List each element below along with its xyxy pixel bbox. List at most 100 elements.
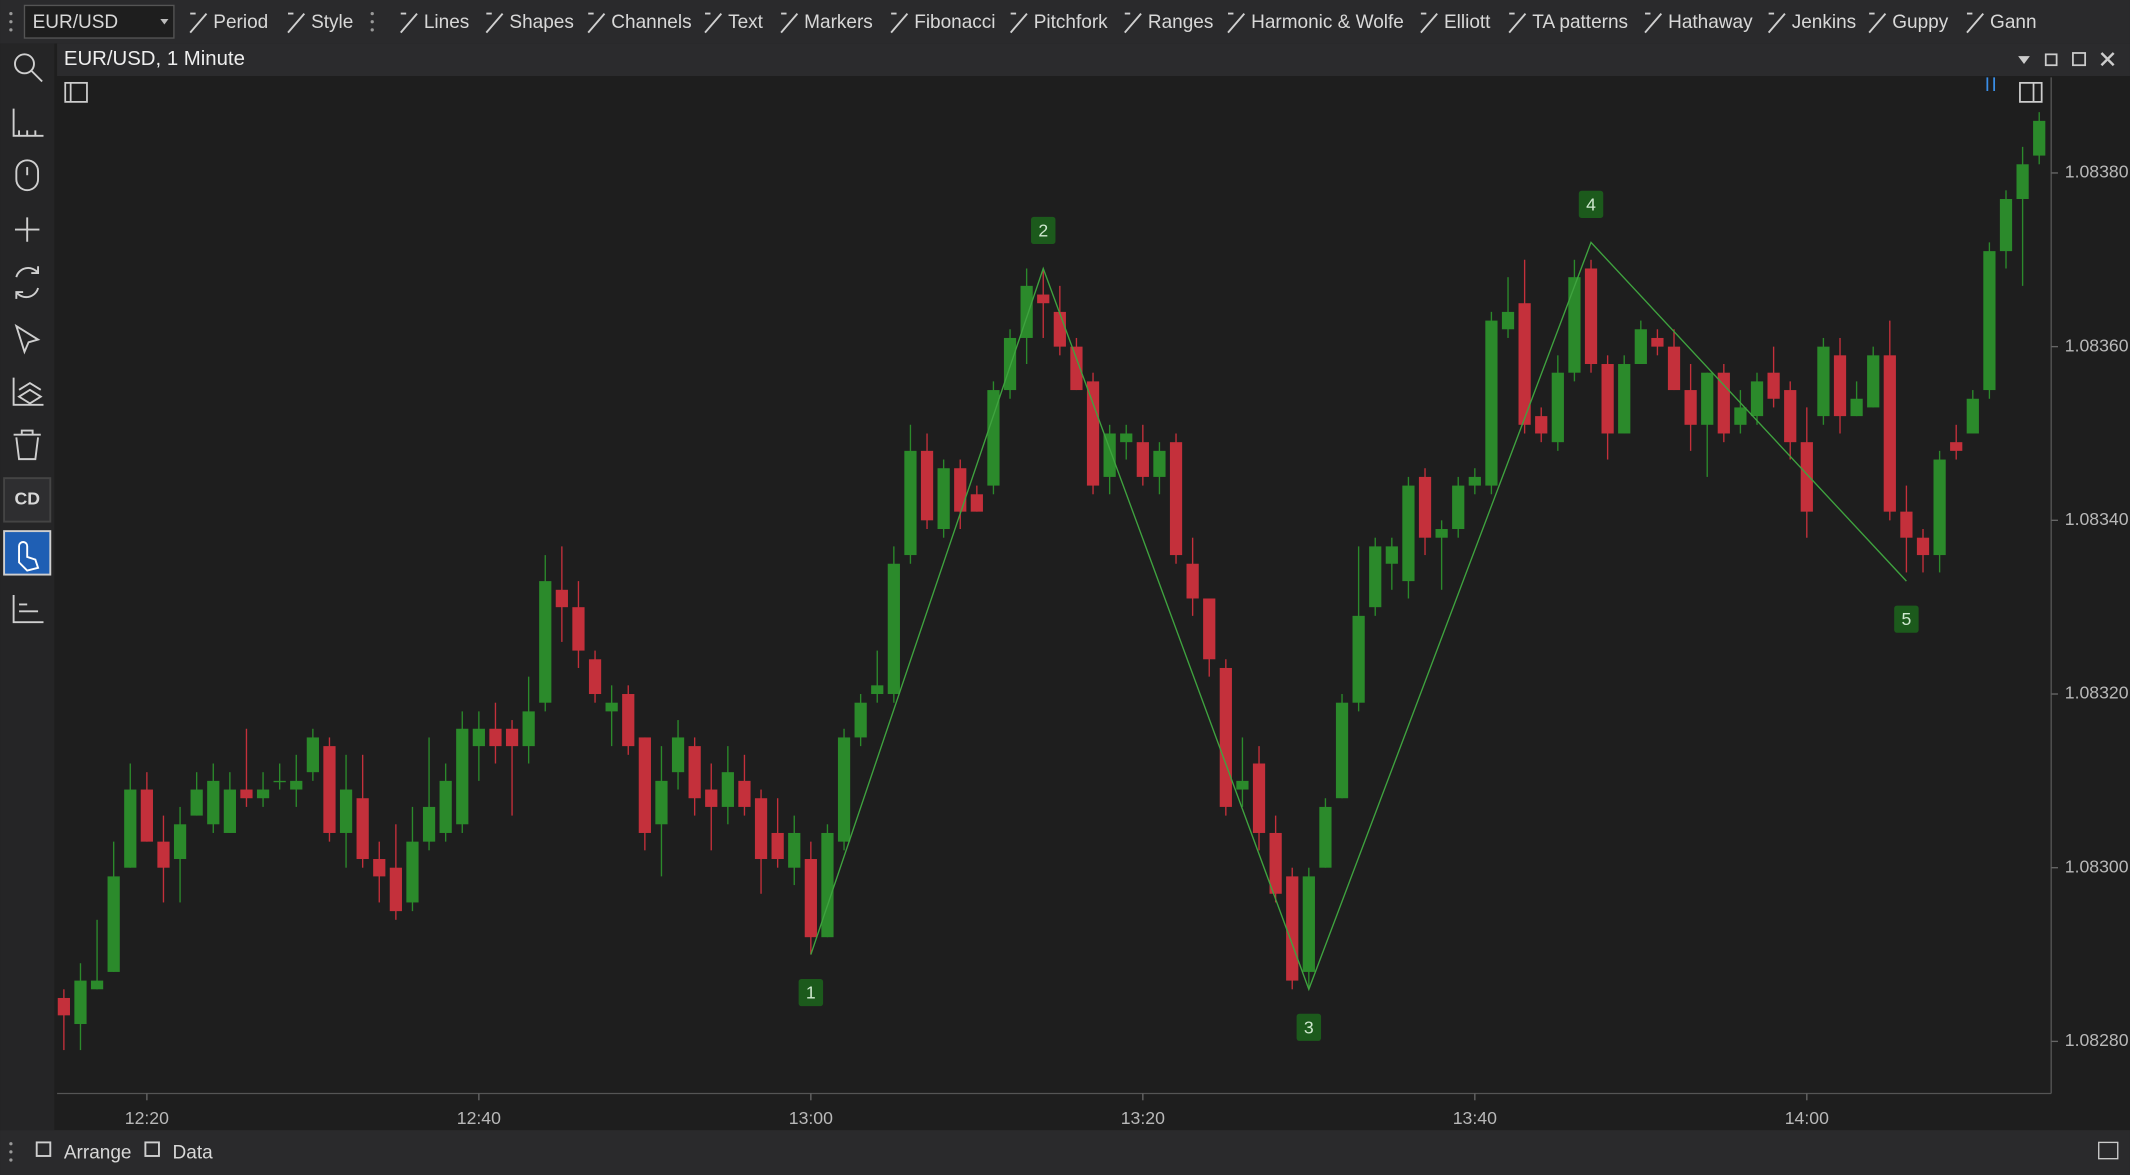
- tool-icon[interactable]: [780, 12, 799, 34]
- candle-body: [1999, 199, 2013, 252]
- symbol[interactable]: EUR/USD: [33, 12, 119, 33]
- tool-icon[interactable]: [1966, 12, 1984, 34]
- window-controls[interactable]: [64, 52, 2115, 103]
- tool-icon[interactable]: [189, 12, 208, 34]
- window-title: EUR/USD, 1 Minute: [64, 48, 245, 70]
- candle-body: [1800, 442, 1813, 512]
- candle-body: [1916, 537, 1930, 556]
- candle-body: [1684, 390, 1697, 425]
- tool-icon[interactable]: [1009, 12, 1028, 34]
- candle-body: [1618, 364, 1631, 434]
- candle-body: [1551, 372, 1564, 443]
- candle-body: [2016, 164, 2029, 200]
- symbol-select[interactable]: [23, 4, 175, 39]
- candle-body: [1900, 511, 1913, 538]
- dropdown-arrow[interactable]: [160, 19, 169, 25]
- candle-body: [207, 780, 220, 825]
- candle-body: [754, 798, 768, 860]
- candle-body: [1867, 355, 1880, 408]
- candle-body: [505, 728, 519, 747]
- wave-label[interactable]: 5: [1902, 609, 1912, 629]
- wave-label[interactable]: 3: [1304, 1017, 1314, 1037]
- candle-body: [90, 980, 104, 990]
- candle-body: [306, 737, 319, 773]
- candle-body: [1651, 337, 1664, 347]
- candle-body: [555, 589, 568, 608]
- status-button[interactable]: Data: [173, 1142, 214, 1163]
- candle-body: [771, 832, 784, 860]
- candle-body: [987, 390, 1000, 486]
- tool-button[interactable]: Shapes: [509, 12, 573, 33]
- tool-button[interactable]: Elliott: [1444, 12, 1491, 33]
- candle-body: [1717, 372, 1730, 434]
- candle-body: [356, 798, 369, 860]
- candle-body: [1966, 398, 1979, 434]
- x-tick-label: 13:40: [1453, 1108, 1497, 1128]
- tool-button[interactable]: Gann: [1990, 12, 2036, 33]
- candle-body: [1767, 372, 1780, 399]
- tool-icon[interactable]: [485, 12, 504, 34]
- wave-label-box[interactable]: [1296, 1013, 1322, 1041]
- tool-icon[interactable]: [704, 12, 723, 34]
- wave-label-box[interactable]: [1894, 605, 1919, 633]
- candle-body: [804, 859, 817, 938]
- tool-button[interactable]: Style: [311, 12, 353, 33]
- wave-label[interactable]: 4: [1586, 194, 1596, 214]
- tool-icon[interactable]: [1227, 12, 1246, 34]
- tool-button[interactable]: Lines: [424, 12, 469, 33]
- candle-body: [1418, 476, 1432, 538]
- candle-body: [240, 789, 253, 799]
- candle-body: [223, 789, 236, 833]
- candle-body: [954, 468, 967, 512]
- tool-icon[interactable]: [400, 12, 418, 34]
- candle-body: [821, 832, 834, 938]
- tool-button[interactable]: Guppy: [1892, 12, 1948, 33]
- sidebar-tools[interactable]: [3, 53, 52, 624]
- tool-icon[interactable]: [1420, 12, 1438, 34]
- tool-icon[interactable]: [1644, 12, 1663, 34]
- tool-button[interactable]: Hathaway: [1668, 12, 1753, 33]
- candle-body: [489, 728, 502, 747]
- status-toggle[interactable]: [2098, 1141, 2119, 1160]
- candle-body: [1153, 450, 1166, 477]
- candle-body: [1468, 476, 1481, 486]
- candle-body: [472, 728, 485, 747]
- candle-body: [1734, 407, 1747, 425]
- candle-body: [1352, 615, 1365, 703]
- wave-label-box[interactable]: [1578, 190, 1604, 218]
- candle-body: [74, 980, 87, 1025]
- tool-icon[interactable]: [1508, 12, 1527, 34]
- tool-icon[interactable]: [890, 12, 909, 34]
- tool-icon[interactable]: [587, 12, 606, 34]
- tool-button[interactable]: Period: [213, 12, 268, 33]
- tool-button[interactable]: Channels: [611, 12, 691, 33]
- tool-icon[interactable]: [1868, 12, 1887, 34]
- candle-body: [323, 746, 336, 833]
- y-tick-label: 1.08360: [2065, 335, 2129, 355]
- candle-body: [57, 997, 70, 1016]
- wave-label-box[interactable]: [798, 978, 824, 1007]
- tool-button[interactable]: Harmonic & Wolfe: [1251, 12, 1404, 33]
- tool-icon[interactable]: [1124, 12, 1142, 34]
- status-icon[interactable]: [144, 1141, 160, 1157]
- tool-button[interactable]: TA patterns: [1532, 12, 1628, 33]
- y-tick-label: 1.08320: [2065, 683, 2129, 703]
- sidebar-badge[interactable]: CD: [14, 489, 39, 509]
- candle-body: [1103, 433, 1116, 477]
- wave-label-box[interactable]: [1031, 216, 1056, 245]
- candle-body: [638, 737, 651, 833]
- x-tick-label: 13:00: [789, 1108, 833, 1128]
- tool-button[interactable]: Jenkins: [1792, 12, 1856, 33]
- tool-icon[interactable]: [1767, 12, 1786, 34]
- tool-button[interactable]: Ranges: [1148, 12, 1214, 33]
- status-icon[interactable]: [35, 1141, 52, 1157]
- wave-label[interactable]: 2: [1038, 220, 1048, 240]
- tool-icon[interactable]: [287, 12, 306, 34]
- wave-label[interactable]: 1: [806, 983, 816, 1003]
- tool-button[interactable]: Fibonacci: [914, 12, 995, 33]
- tool-button[interactable]: Pitchfork: [1034, 12, 1108, 33]
- candle-body: [1568, 277, 1581, 373]
- tool-button[interactable]: Text: [728, 12, 764, 33]
- status-button[interactable]: Arrange: [64, 1142, 132, 1163]
- tool-button[interactable]: Markers: [804, 12, 873, 33]
